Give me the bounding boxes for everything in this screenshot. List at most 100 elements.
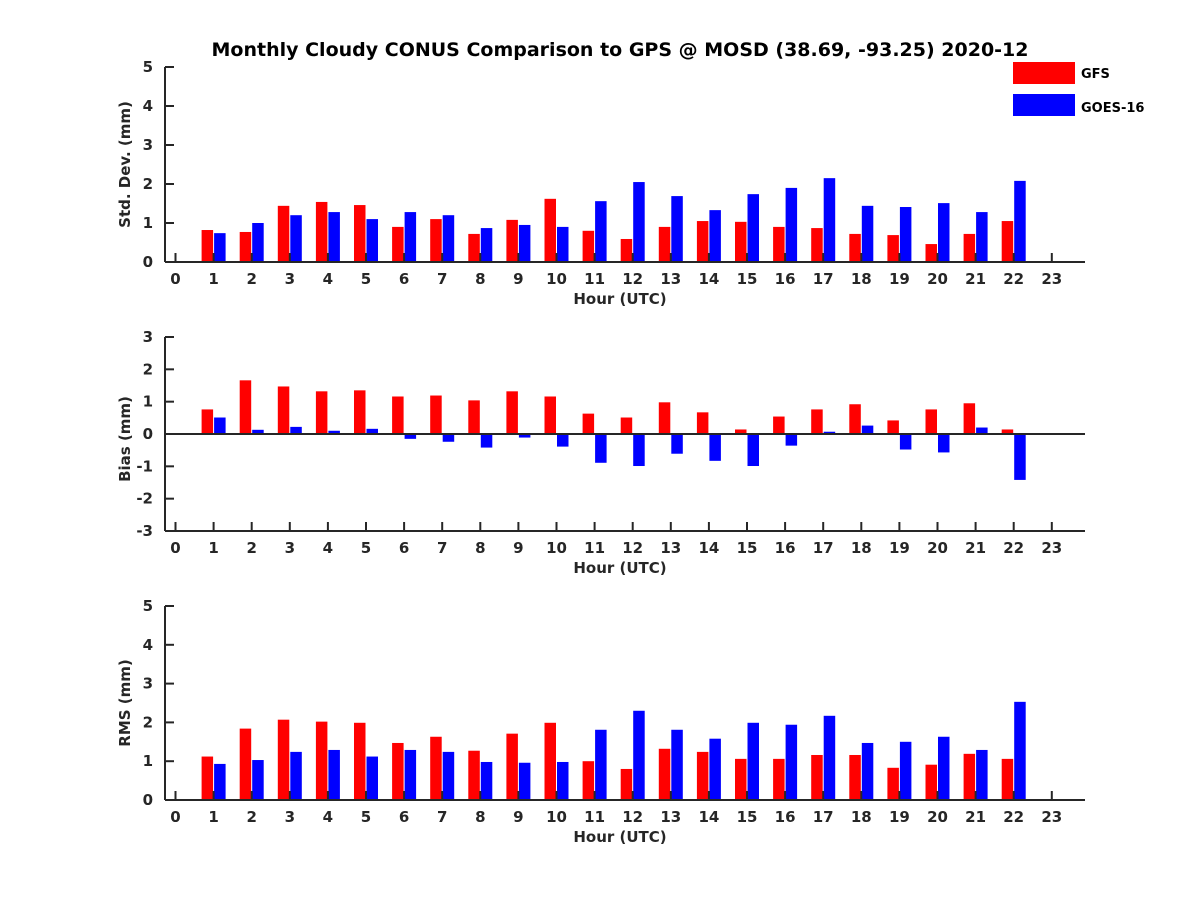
bar-goes-16-hour-18 — [861, 425, 874, 434]
bar-goes-16-hour-15 — [747, 722, 759, 800]
bar-gfs-hour-7 — [430, 219, 442, 262]
x-tick-label: 7 — [437, 539, 447, 557]
x-tick-label: 20 — [927, 808, 948, 826]
x-tick-label: 15 — [737, 539, 758, 557]
bar-goes-16-hour-21 — [976, 427, 988, 434]
bar-goes-16-hour-16 — [785, 724, 798, 800]
bar-goes-16-hour-20 — [938, 434, 950, 453]
bar-goes-16-hour-2 — [252, 760, 264, 800]
bar-gfs-hour-3 — [277, 205, 290, 262]
bar-goes-16-hour-1 — [214, 763, 226, 800]
bar-goes-16-hour-7 — [442, 751, 455, 800]
bar-gfs-hour-1 — [201, 409, 214, 434]
bar-gfs-hour-17 — [811, 409, 823, 434]
bar-gfs-hour-4 — [315, 201, 328, 262]
x-tick-label: 2 — [246, 808, 256, 826]
x-tick-label: 3 — [285, 539, 295, 557]
x-axis-label: Hour (UTC) — [573, 290, 666, 308]
y-axis-label: RMS (mm) — [116, 659, 134, 746]
x-tick-label: 9 — [513, 808, 523, 826]
bar-goes-16-hour-19 — [899, 207, 912, 262]
x-tick-label: 6 — [399, 270, 409, 288]
legend-label-gfs: GFS — [1081, 67, 1110, 82]
bar-gfs-hour-14 — [696, 221, 709, 262]
x-tick-label: 0 — [170, 808, 180, 826]
x-tick-label: 8 — [475, 539, 485, 557]
bar-goes-16-hour-16 — [785, 434, 798, 446]
bar-goes-16-hour-6 — [404, 212, 417, 262]
bar-gfs-hour-8 — [468, 233, 480, 262]
y-tick-label: 0 — [143, 425, 153, 443]
bar-gfs-hour-8 — [468, 400, 480, 434]
bar-gfs-hour-11 — [582, 413, 595, 434]
x-tick-label: 13 — [660, 539, 681, 557]
y-tick-label: 1 — [143, 214, 153, 232]
x-tick-label: 21 — [965, 808, 986, 826]
bar-goes-16-hour-13 — [671, 434, 683, 454]
x-tick-label: 12 — [622, 270, 643, 288]
bar-gfs-hour-20 — [925, 764, 937, 800]
x-tick-label: 0 — [170, 539, 180, 557]
bar-gfs-hour-20 — [925, 409, 937, 434]
bar-goes-16-hour-4 — [328, 212, 340, 262]
bar-goes-16-hour-8 — [480, 434, 493, 448]
bar-gfs-hour-21 — [963, 403, 976, 434]
bar-goes-16-hour-10 — [557, 434, 569, 447]
bar-gfs-hour-22 — [1001, 758, 1014, 800]
y-tick-label: 2 — [143, 175, 153, 193]
x-tick-label: 13 — [660, 808, 681, 826]
bar-gfs-hour-6 — [392, 396, 404, 434]
bar-goes-16-hour-3 — [290, 751, 302, 800]
x-tick-label: 10 — [546, 539, 567, 557]
x-tick-label: 4 — [323, 808, 333, 826]
bar-gfs-hour-13 — [658, 226, 671, 262]
bar-gfs-hour-21 — [963, 233, 976, 262]
bar-goes-16-hour-9 — [518, 434, 531, 438]
bar-goes-16-hour-7 — [442, 434, 455, 442]
bar-goes-16-hour-14 — [709, 434, 721, 461]
bar-goes-16-hour-5 — [366, 219, 378, 262]
x-tick-label: 21 — [965, 539, 986, 557]
bar-gfs-hour-16 — [773, 226, 785, 262]
bar-gfs-hour-1 — [201, 756, 214, 800]
bar-goes-16-hour-18 — [861, 205, 874, 262]
bar-gfs-hour-11 — [582, 230, 595, 262]
x-tick-label: 11 — [584, 539, 605, 557]
x-tick-label: 15 — [737, 270, 758, 288]
x-tick-label: 10 — [546, 270, 567, 288]
x-tick-label: 17 — [813, 539, 834, 557]
bar-goes-16-hour-5 — [366, 756, 378, 800]
bar-goes-16-hour-7 — [442, 215, 455, 262]
x-tick-label: 4 — [323, 539, 333, 557]
bar-goes-16-hour-22 — [1014, 180, 1026, 262]
bar-gfs-hour-2 — [239, 231, 252, 262]
bar-goes-16-hour-9 — [518, 224, 531, 262]
bar-gfs-hour-9 — [506, 391, 518, 434]
bar-gfs-hour-11 — [582, 761, 595, 800]
bar-goes-16-hour-15 — [747, 194, 759, 262]
bar-goes-16-hour-1 — [214, 417, 226, 434]
x-tick-label: 14 — [698, 808, 719, 826]
y-tick-label: -3 — [136, 522, 153, 540]
x-tick-label: 8 — [475, 270, 485, 288]
y-tick-label: 4 — [143, 636, 153, 654]
x-tick-label: 23 — [1041, 539, 1062, 557]
bar-goes-16-hour-3 — [290, 215, 302, 262]
bar-goes-16-hour-4 — [328, 430, 340, 434]
bar-gfs-hour-4 — [315, 391, 328, 434]
bar-gfs-hour-15 — [735, 758, 747, 800]
bar-gfs-hour-6 — [392, 742, 404, 800]
bar-goes-16-hour-19 — [899, 434, 912, 450]
bar-goes-16-hour-12 — [633, 710, 645, 800]
bar-goes-16-hour-16 — [785, 187, 798, 262]
bar-goes-16-hour-11 — [595, 729, 607, 800]
x-tick-label: 19 — [889, 539, 910, 557]
x-tick-label: 16 — [775, 270, 796, 288]
bar-goes-16-hour-6 — [404, 434, 417, 439]
bar-gfs-hour-13 — [658, 402, 671, 434]
bar-gfs-hour-12 — [620, 768, 633, 800]
x-tick-label: 22 — [1003, 270, 1024, 288]
bar-goes-16-hour-18 — [861, 742, 874, 800]
